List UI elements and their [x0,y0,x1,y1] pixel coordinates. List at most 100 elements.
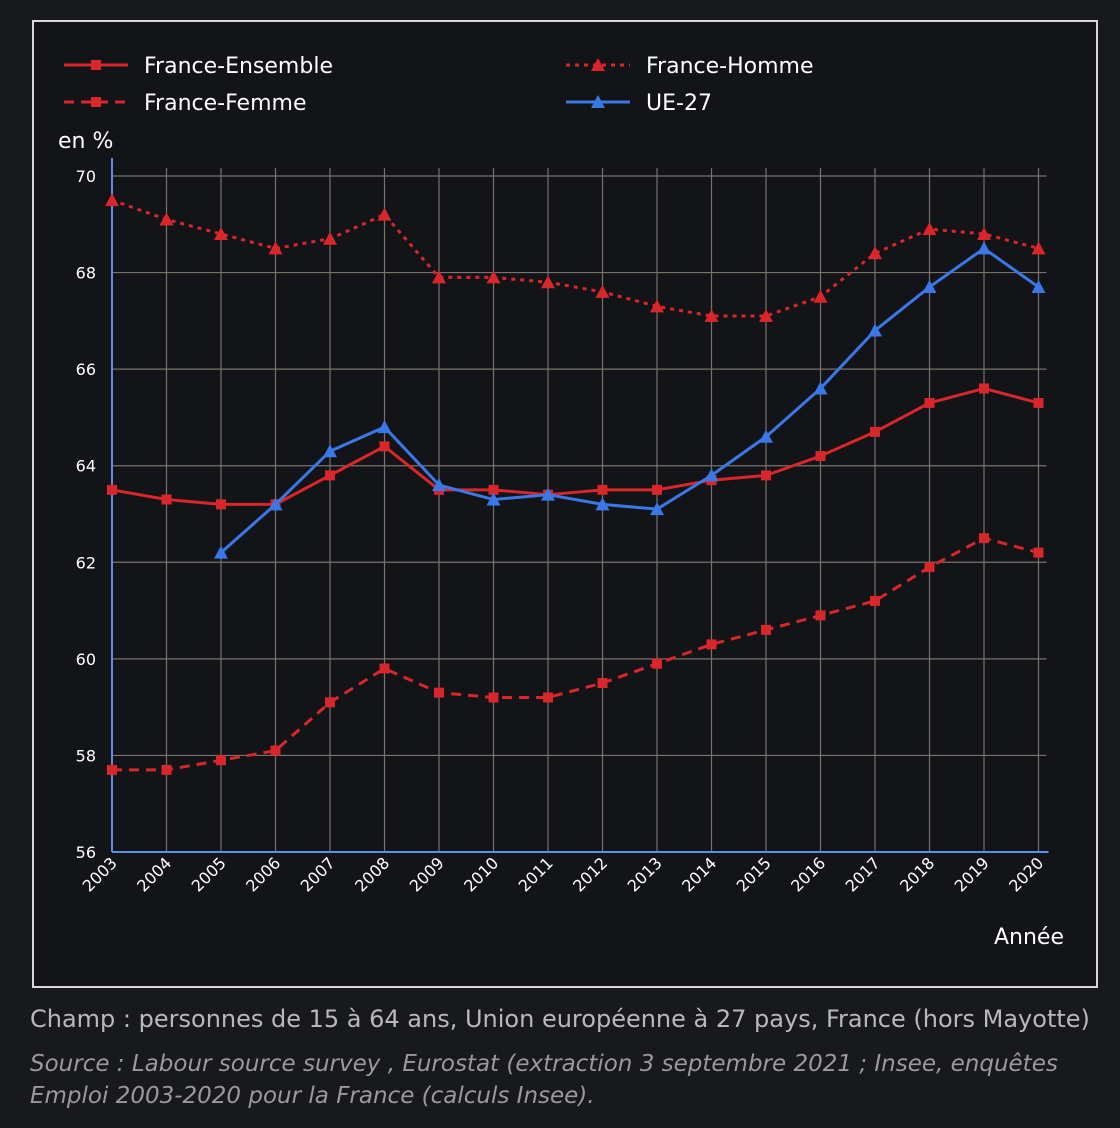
data-point [706,639,717,650]
data-point [268,497,283,511]
x-axis-title: Année [994,925,1064,950]
data-point [979,383,989,394]
data-point [870,426,880,437]
series-line [111,386,1039,506]
data-point [1033,547,1044,558]
data-point [868,323,882,337]
series-ue-27 [214,241,1046,559]
x-tick-label: 2013 [624,853,666,895]
data-point [870,595,880,606]
data-point [868,246,882,260]
series-france-ensemble [107,383,1044,510]
data-point [979,533,989,544]
legend-label: UE-27 [646,91,712,116]
data-point [652,484,662,495]
legend-item: France-Ensemble [64,54,333,79]
x-tick-label: 2019 [951,853,993,895]
data-point [815,451,826,462]
data-point [434,687,444,698]
legend-item: UE-27 [566,91,712,116]
data-point [977,226,991,240]
data-point [977,241,991,255]
data-point [107,484,117,495]
data-point [379,441,390,452]
data-point [759,309,773,323]
x-tick-label: 2009 [406,853,448,895]
data-point [650,299,664,313]
data-point [161,764,172,775]
data-point [704,468,719,482]
data-point [107,764,117,775]
data-point [214,545,228,559]
x-tick-label: 2005 [188,853,230,895]
legend-marker [591,95,605,108]
data-point [105,193,119,207]
data-point [377,207,392,221]
data-point [214,226,228,240]
y-tick-label: 58 [76,746,96,765]
data-point [377,420,392,434]
x-tick-label: 2014 [678,853,720,895]
x-tick-label: 2020 [1005,853,1047,895]
data-point [541,487,555,501]
x-tick-label: 2018 [896,853,938,895]
data-point [1031,241,1046,255]
data-point [323,231,337,245]
data-point [325,470,335,481]
series-line [220,246,1040,554]
data-point [597,678,608,688]
data-point [488,692,499,703]
data-point [216,755,226,766]
y-tick-label: 60 [76,650,96,669]
data-point [595,284,610,298]
legend-marker [91,60,101,70]
x-tick-label: 2015 [733,853,775,895]
data-point [922,280,937,294]
legend-label: France-Femme [144,91,306,116]
data-point [922,222,937,236]
data-point [161,494,172,505]
data-point [325,697,335,708]
data-point [924,562,935,573]
x-tick-label: 2010 [460,853,502,895]
data-point [924,397,935,408]
data-point [652,658,662,669]
x-tick-label: 2017 [842,853,884,895]
x-tick-label: 2006 [242,853,284,895]
data-point [704,309,719,323]
data-point [759,429,773,443]
data-point [761,624,771,635]
data-point [270,745,281,756]
legend-item: France-Femme [64,91,306,116]
data-point [323,444,337,458]
data-point [216,499,226,510]
data-point [813,381,828,395]
data-point [650,502,664,516]
x-tick-label: 2008 [351,853,393,895]
grid-lines [112,168,1047,852]
y-tick-label: 56 [76,843,96,862]
data-point [488,484,499,495]
data-point [159,212,174,226]
legend-label: France-Homme [646,54,814,79]
y-tick-label: 62 [76,553,96,572]
data-point [1033,397,1044,408]
source-note: Source : Labour source survey , Eurostat… [30,1051,1058,1109]
legend-marker [91,97,101,107]
series-france-femme [107,533,1044,775]
y-tick-label: 70 [76,167,96,186]
data-point [1031,280,1046,294]
x-tick-label: 2016 [787,853,829,895]
data-point [379,663,390,674]
x-tick-label: 2004 [133,853,175,895]
series-line [111,198,1039,318]
legend-label: France-Ensemble [144,54,333,79]
data-point [432,478,446,492]
x-tick-label: 2011 [515,853,557,895]
y-tick-label: 66 [76,360,96,379]
y-axis-title: en % [58,129,113,154]
data-point [543,692,553,703]
champ-note: Champ : personnes de 15 à 64 ans, Union … [30,1005,1090,1033]
x-tick-label: 2007 [297,853,339,895]
y-tick-label: 64 [76,457,96,476]
